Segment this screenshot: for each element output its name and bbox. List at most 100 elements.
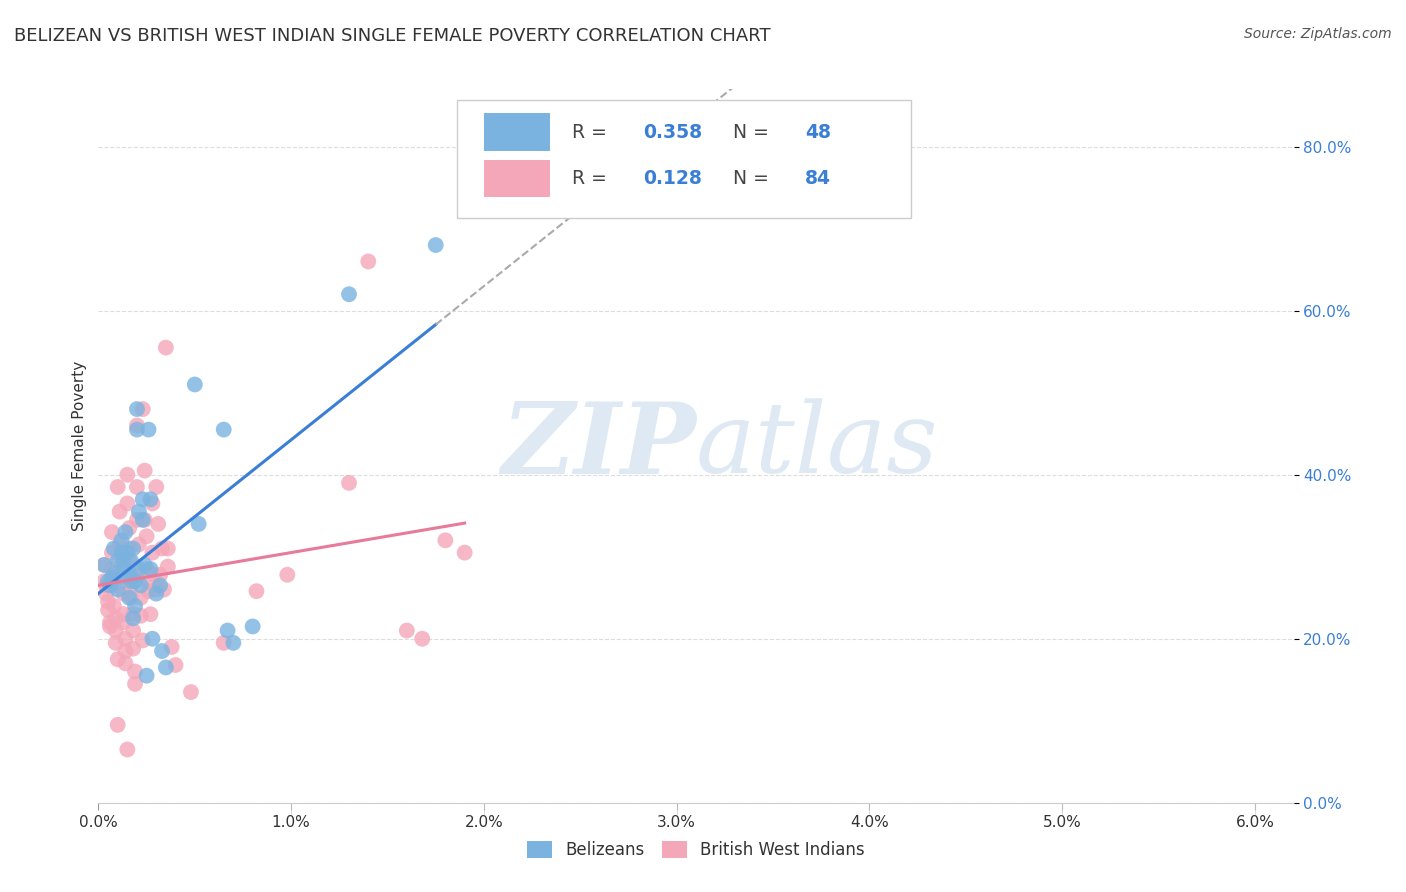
Point [114, 525, 136, 540]
Point [97, 574, 120, 589]
Text: BELIZEAN VS BRITISH WEST INDIAN SINGLE FEMALE POVERTY CORRELATION CHART: BELIZEAN VS BRITISH WEST INDIAN SINGLE F… [14, 27, 770, 45]
Point [104, 611, 127, 625]
Point [129, 608, 152, 623]
Point [117, 570, 139, 584]
Point [187, 516, 209, 531]
Point [150, 644, 173, 658]
Point [212, 423, 235, 437]
Point [122, 541, 145, 556]
Point [101, 570, 124, 584]
Point [453, 546, 475, 560]
FancyBboxPatch shape [485, 113, 550, 151]
Point [153, 582, 176, 597]
Point [434, 533, 457, 548]
Point [425, 238, 447, 252]
Point [217, 624, 239, 638]
Text: Source: ZipAtlas.com: Source: ZipAtlas.com [1244, 27, 1392, 41]
Point [138, 423, 160, 437]
Text: ZIP: ZIP [501, 398, 696, 494]
Point [97, 595, 120, 609]
Point [112, 562, 135, 576]
Point [110, 549, 132, 564]
Point [139, 607, 162, 622]
Point [145, 480, 167, 494]
Point [125, 480, 148, 494]
Point [112, 615, 135, 630]
Point [93, 558, 115, 572]
Point [101, 525, 124, 540]
Point [134, 558, 156, 572]
Point [337, 287, 360, 301]
Point [94, 578, 117, 592]
Text: R =: R = [572, 122, 613, 142]
Text: 84: 84 [804, 169, 831, 188]
Point [108, 537, 131, 551]
Point [120, 574, 142, 589]
Point [129, 578, 152, 592]
Point [135, 668, 157, 682]
Point [165, 658, 187, 673]
Point [98, 578, 121, 592]
Point [114, 632, 136, 646]
Point [122, 607, 145, 622]
Point [125, 402, 148, 417]
Point [155, 341, 177, 355]
Point [112, 587, 135, 601]
Point [128, 562, 150, 576]
Point [117, 742, 139, 756]
Text: atlas: atlas [696, 399, 939, 493]
Point [120, 578, 142, 592]
Point [156, 559, 179, 574]
Point [112, 554, 135, 568]
Point [104, 624, 127, 638]
Point [98, 619, 121, 633]
Point [103, 541, 125, 556]
Point [156, 541, 179, 556]
Text: 0.128: 0.128 [644, 169, 702, 188]
Point [122, 624, 145, 638]
Point [108, 505, 131, 519]
Point [104, 636, 127, 650]
Point [141, 496, 163, 510]
Point [150, 541, 173, 556]
Text: 48: 48 [804, 122, 831, 142]
Legend: Belizeans, British West Indians: Belizeans, British West Indians [520, 834, 872, 866]
Point [148, 516, 170, 531]
Point [411, 632, 433, 646]
Point [101, 546, 124, 560]
FancyBboxPatch shape [485, 160, 550, 197]
Point [124, 665, 146, 679]
Point [124, 677, 146, 691]
Point [120, 591, 142, 605]
Point [125, 513, 148, 527]
Point [184, 377, 207, 392]
Point [110, 546, 132, 560]
Point [155, 660, 177, 674]
Point [138, 584, 160, 599]
Point [117, 496, 139, 510]
Point [107, 554, 129, 568]
Point [128, 567, 150, 582]
Point [118, 541, 141, 556]
Point [110, 570, 132, 584]
Point [143, 567, 166, 582]
Text: N =: N = [733, 122, 775, 142]
Point [117, 546, 139, 560]
Point [212, 636, 235, 650]
Text: R =: R = [572, 169, 613, 188]
Text: N =: N = [733, 169, 775, 188]
Point [118, 566, 141, 581]
Point [118, 554, 141, 568]
Point [145, 587, 167, 601]
Point [149, 567, 172, 582]
Point [139, 492, 162, 507]
Point [118, 591, 141, 605]
Point [138, 574, 160, 589]
Point [395, 624, 418, 638]
Point [245, 584, 267, 599]
Point [132, 633, 155, 648]
Point [104, 566, 127, 581]
Point [357, 254, 380, 268]
Text: 0.358: 0.358 [644, 122, 703, 142]
Point [93, 574, 115, 589]
